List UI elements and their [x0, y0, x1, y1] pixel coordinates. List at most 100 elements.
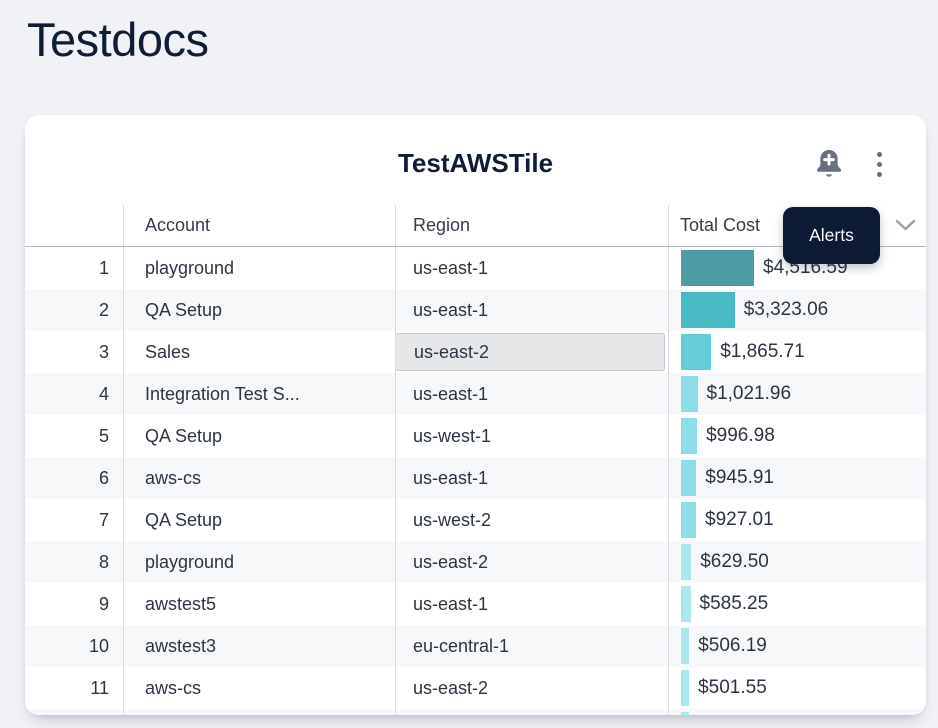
column-header-account[interactable]: Account	[123, 205, 395, 246]
kebab-menu-icon	[876, 151, 882, 177]
cost-bar	[681, 544, 692, 580]
row-index-cell	[25, 709, 123, 715]
row-index-cell: 7	[98, 509, 109, 530]
selected-cell-highlight[interactable]: us-east-2	[396, 333, 665, 371]
row-index-cell: 10	[88, 635, 109, 656]
region-cell[interactable]: us-east-2	[395, 541, 668, 583]
account-cell[interactable]: awstest5	[123, 583, 395, 625]
row-index-cell: 6	[98, 467, 109, 488]
region-cell[interactable]	[395, 709, 668, 715]
cost-bar	[681, 334, 712, 370]
alerts-tooltip: Alerts	[783, 207, 880, 264]
cost-value: $1,021.96	[706, 383, 792, 404]
row-index-cell: 1	[98, 257, 109, 278]
total-cost-cell[interactable]: $945.91	[668, 457, 926, 499]
cost-value: $1,865.71	[720, 341, 805, 362]
account-cell[interactable]: QA Setup	[123, 415, 395, 457]
cost-value: $996.98	[706, 425, 775, 446]
cost-bar	[681, 418, 698, 454]
cost-bar	[681, 292, 735, 328]
table-row: 11 aws-cs us-east-2 $501.55	[25, 667, 926, 709]
cost-bar	[681, 586, 691, 622]
table-row: 9 awstest5 us-east-1 $585.25	[25, 583, 926, 625]
region-cell[interactable]: us-east-2	[395, 331, 668, 373]
table-row: 8 playground us-east-2 $629.50	[25, 541, 926, 583]
account-cell[interactable]: awstest3	[123, 625, 395, 667]
total-cost-cell[interactable]: $1,021.96	[668, 373, 926, 415]
total-cost-cell[interactable]: $501.55	[668, 667, 926, 709]
region-cell[interactable]: us-east-1	[395, 457, 668, 499]
table-body: 1 playground us-east-1 $4,516.59 2 QA Setup us…	[25, 247, 926, 715]
account-cell[interactable]: playground	[123, 247, 395, 289]
column-header-total-cost[interactable]: Total Cost	[668, 205, 926, 246]
account-cell[interactable]: Integration Test S...	[123, 373, 395, 415]
row-index-cell: 8	[98, 551, 109, 572]
cost-bar	[681, 376, 698, 412]
account-cell[interactable]: playground	[123, 541, 395, 583]
total-cost-header-label: Total Cost	[680, 215, 761, 235]
region-cell[interactable]: eu-central-1	[395, 625, 668, 667]
region-cell[interactable]: us-east-1	[395, 583, 668, 625]
total-cost-cell[interactable]	[668, 709, 926, 715]
region-cell[interactable]: us-east-1	[395, 247, 668, 289]
chevron-down-icon[interactable]	[894, 218, 917, 233]
add-alert-button[interactable]	[813, 147, 845, 181]
total-cost-cell[interactable]: $996.98	[668, 415, 926, 457]
cost-value: $945.91	[705, 467, 774, 488]
cost-value: $506.19	[698, 635, 767, 656]
row-index-cell: 9	[98, 593, 109, 614]
cost-bar	[681, 670, 690, 706]
total-cost-cell[interactable]: $3,323.06	[668, 289, 926, 331]
table-row: 7 QA Setup us-west-2 $927.01	[25, 499, 926, 541]
cost-value: $585.25	[699, 593, 769, 614]
table-row: 1 playground us-east-1 $4,516.59	[25, 247, 926, 289]
table-row: 6 aws-cs us-east-1 $945.91	[25, 457, 926, 499]
row-index-cell: 4	[98, 383, 109, 404]
account-cell[interactable]: QA Setup	[123, 499, 395, 541]
cost-bar	[681, 628, 690, 664]
cost-table: Account Region Total Cost 1 playground us-…	[25, 205, 926, 715]
table-header-row: Account Region Total Cost	[25, 205, 926, 247]
cost-value: $629.50	[700, 551, 769, 572]
region-cell[interactable]: us-east-1	[395, 289, 668, 331]
total-cost-cell[interactable]: $629.50	[668, 541, 926, 583]
column-header-region[interactable]: Region	[395, 205, 668, 246]
total-cost-cell[interactable]: $506.19	[668, 625, 926, 667]
cost-bar	[681, 712, 689, 715]
total-cost-cell[interactable]: $585.25	[668, 583, 926, 625]
column-header-index	[25, 205, 123, 246]
total-cost-cell[interactable]: $927.01	[668, 499, 926, 541]
account-cell[interactable]: QA Setup	[123, 289, 395, 331]
account-cell[interactable]: Sales	[123, 331, 395, 373]
cost-value: $501.55	[698, 677, 767, 698]
table-row: 10 awstest3 eu-central-1 $506.19	[25, 625, 926, 667]
total-cost-cell[interactable]: $4,516.59	[668, 247, 926, 289]
total-cost-cell[interactable]: $1,865.71	[668, 331, 926, 373]
page-title: Testdocs	[27, 13, 209, 66]
cost-bar	[681, 250, 754, 286]
table-row: 4 Integration Test S... us-east-1 $1,021.96	[25, 373, 926, 415]
row-index-cell: 5	[98, 425, 109, 446]
row-index-cell: 2	[98, 299, 109, 320]
row-index-cell: 3	[98, 341, 109, 362]
account-cell[interactable]: aws-cs	[123, 457, 395, 499]
region-cell[interactable]: us-west-2	[395, 499, 668, 541]
tile-card: TestAWSTile Alerts Account Region Total …	[25, 115, 926, 715]
region-cell[interactable]: us-east-1	[395, 373, 668, 415]
tile-menu-button[interactable]	[870, 149, 888, 179]
table-row: 3 Sales us-east-2 $1,865.71	[25, 331, 926, 373]
row-index-cell: 11	[90, 677, 109, 698]
table-row	[25, 709, 926, 715]
table-row: 2 QA Setup us-east-1 $3,323.06	[25, 289, 926, 331]
region-cell[interactable]: us-east-2	[395, 667, 668, 709]
tile-title: TestAWSTile	[397, 148, 554, 178]
account-cell[interactable]: aws-cs	[123, 667, 395, 709]
region-cell[interactable]: us-west-1	[395, 415, 668, 457]
cost-bar	[681, 502, 696, 538]
cost-value: $3,323.06	[743, 299, 829, 320]
table-row: 5 QA Setup us-west-1 $996.98	[25, 415, 926, 457]
cost-bar	[681, 460, 697, 496]
cost-value: $927.01	[705, 509, 774, 530]
bell-plus-icon	[816, 149, 842, 177]
account-cell[interactable]	[123, 709, 395, 715]
